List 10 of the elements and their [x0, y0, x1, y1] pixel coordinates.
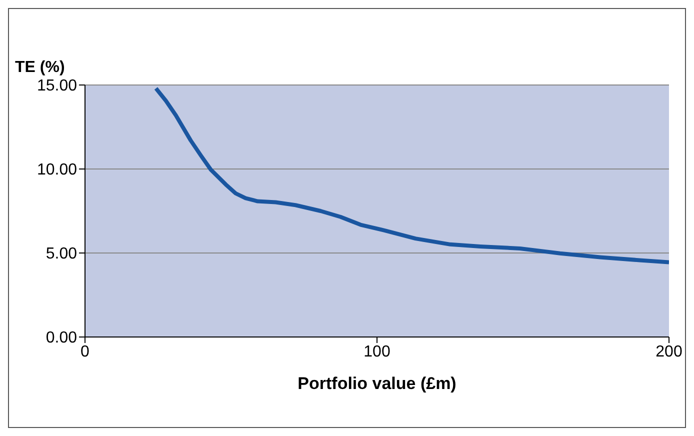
y-axis-title: TE (%)	[15, 59, 65, 77]
y-tick-label: 10.00	[36, 162, 78, 179]
x-tick-label: 0	[80, 343, 90, 360]
x-tick-label: 100	[364, 343, 390, 360]
line-series	[154, 86, 669, 264]
y-tick-label: 5.00	[46, 246, 78, 263]
x-axis-title: Portfolio value (£m)	[298, 374, 456, 393]
y-tick-label: 15.00	[36, 78, 78, 95]
y-tick-label: 0.00	[46, 330, 78, 347]
x-tick-label: 200	[656, 343, 682, 360]
